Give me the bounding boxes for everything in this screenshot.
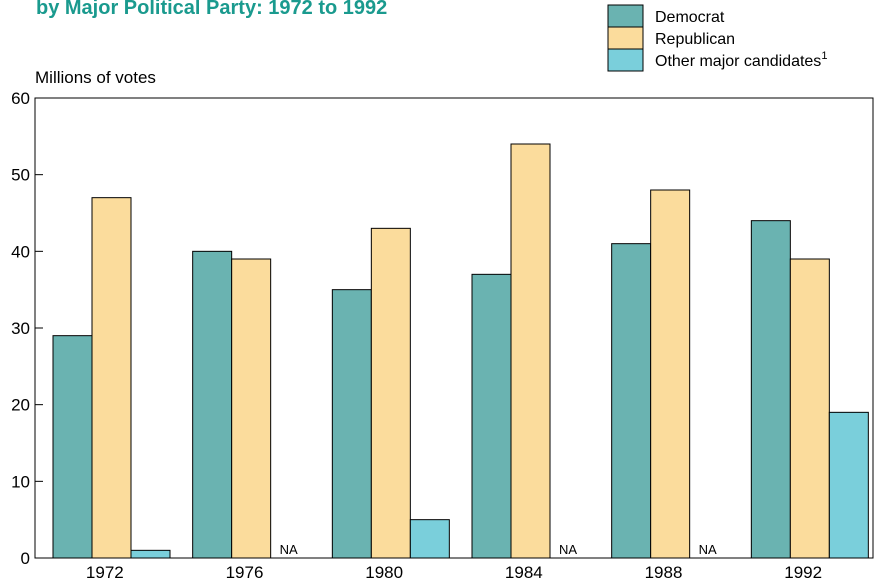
legend-label-text: Other major candidates — [655, 53, 821, 70]
bar-1980-2 — [409, 519, 450, 559]
y-tick-label: 60 — [11, 89, 30, 108]
legend-label-0: Democrat — [655, 9, 725, 26]
y-tick-label: 30 — [11, 319, 30, 338]
bar-1972-0 — [52, 335, 93, 559]
legend: Democrat Republican Other major candidates… — [607, 4, 827, 72]
y-axis-label: Millions of votes — [35, 68, 156, 87]
x-tick-label: 1992 — [784, 563, 822, 582]
na-label: NA — [559, 542, 577, 557]
chart-title: by Major Political Party: 1972 to 1992 — [36, 0, 387, 19]
bar-1976-1 — [231, 258, 272, 559]
legend-label-2: Other major candidates1 — [655, 50, 827, 70]
y-tick-label: 50 — [11, 166, 30, 185]
plot-area: 0 10 20 30 40 50 60 1972 NA 1976 1980 NA 1984 NA 1988 1… — [11, 89, 874, 582]
na-label: NA — [280, 542, 298, 557]
bar-1992-2 — [828, 411, 869, 559]
plot-frame — [34, 97, 874, 559]
x-tick-label: 1980 — [365, 563, 403, 582]
na-label: NA — [699, 542, 717, 557]
legend-swatch-0 — [607, 4, 644, 28]
x-tick-label: 1988 — [645, 563, 683, 582]
y-tick-label: 10 — [11, 472, 30, 491]
bar-1980-0 — [331, 289, 372, 559]
bar-1984-0 — [471, 273, 512, 559]
legend-footnote-marker: 1 — [821, 50, 827, 62]
x-tick-label: 1976 — [226, 563, 264, 582]
legend-label-text: Democrat — [655, 9, 725, 26]
legend-swatch-1 — [607, 26, 644, 50]
bar-1976-0 — [192, 250, 233, 559]
legend-label-1: Republican — [655, 31, 735, 48]
bar-1988-1 — [650, 189, 691, 559]
x-tick-label: 1984 — [505, 563, 543, 582]
y-tick-label: 0 — [21, 549, 30, 568]
bar-1992-0 — [750, 220, 791, 559]
bar-1972-1 — [91, 197, 132, 559]
x-tick-label: 1972 — [86, 563, 124, 582]
legend-swatch-2 — [607, 48, 644, 72]
bar-1980-1 — [370, 227, 411, 559]
bar-1984-1 — [510, 143, 551, 559]
y-tick-label: 40 — [11, 242, 30, 261]
bar-1972-2 — [130, 549, 171, 559]
legend-label-text: Republican — [655, 31, 735, 48]
bar-1992-1 — [789, 258, 830, 559]
y-tick-label: 20 — [11, 396, 30, 415]
bar-1988-0 — [611, 243, 652, 559]
